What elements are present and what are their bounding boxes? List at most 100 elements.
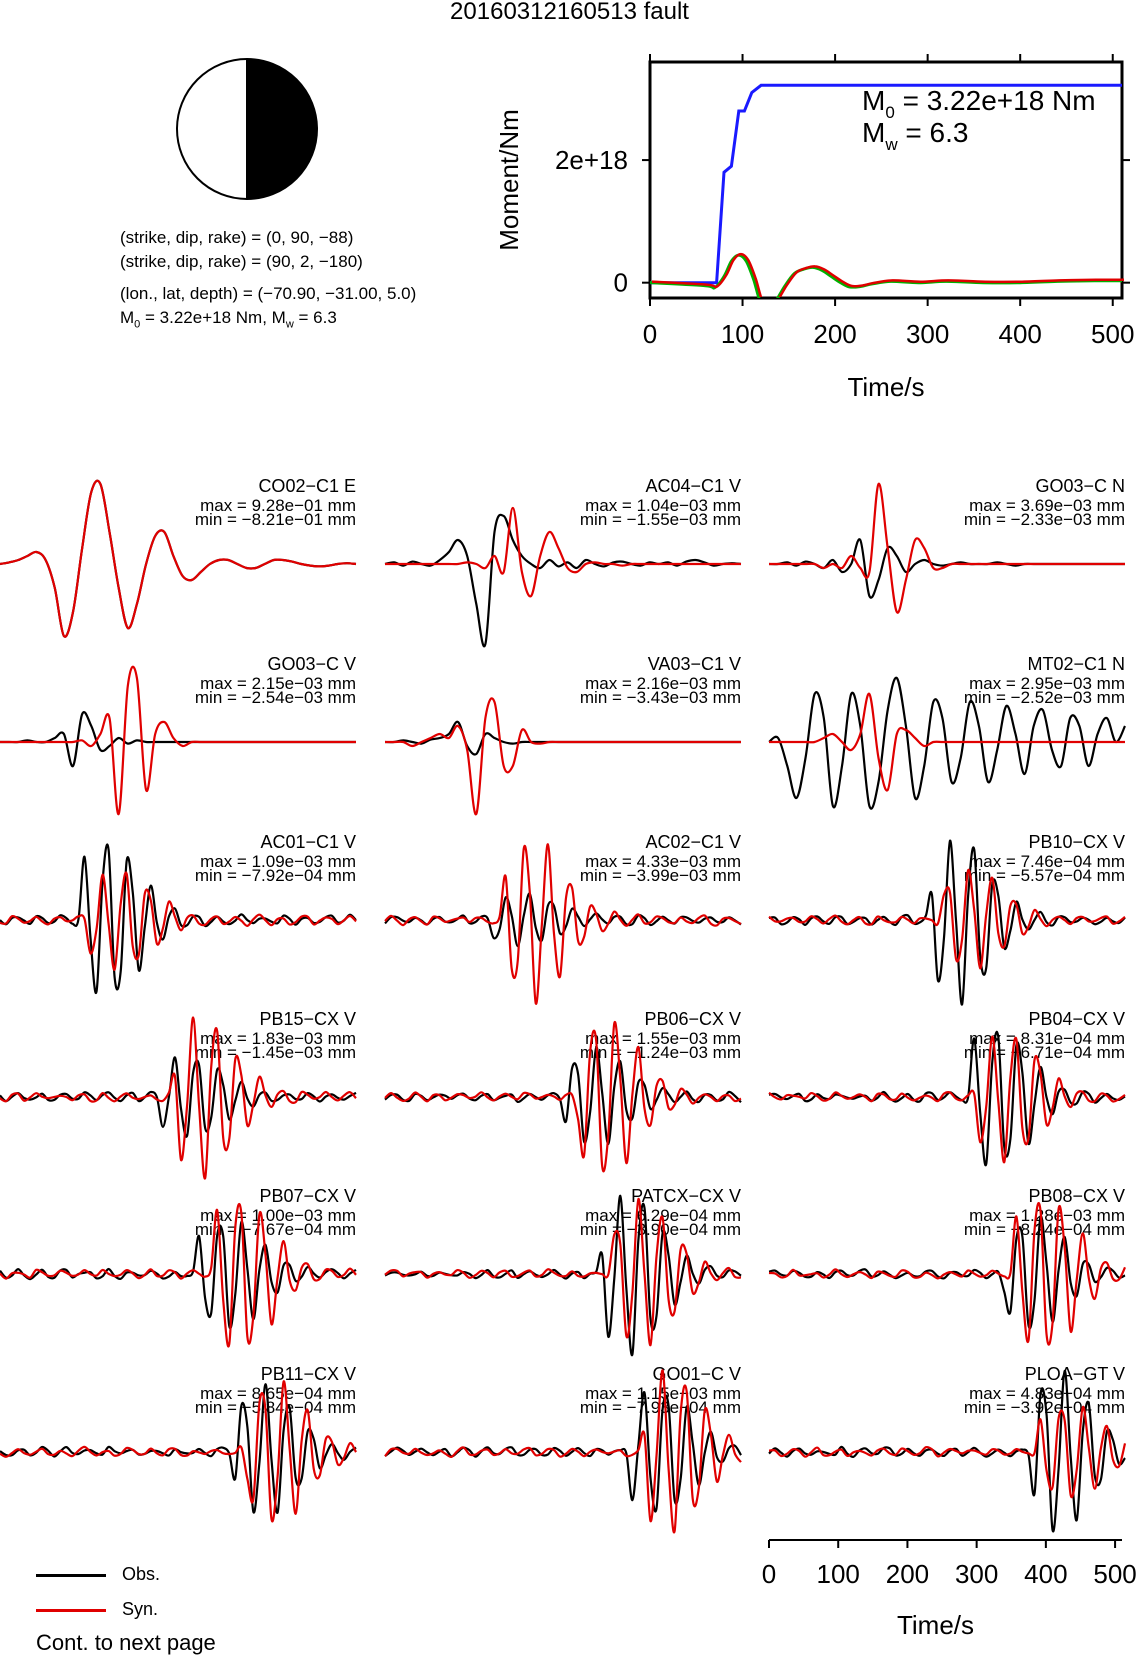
time-axis-tick-label: 300 [955, 1559, 998, 1589]
station-max: max = 8.65e−04 mm [200, 1384, 356, 1403]
station-name: AC02−C1 V [645, 832, 741, 852]
m0-value: = 3.22e+18 Nm, M [140, 308, 286, 327]
time-axis-label: Time/s [897, 1610, 974, 1640]
syn-trace [768, 482, 1125, 614]
syn-trace [384, 1197, 742, 1347]
obs-trace [0, 711, 356, 768]
station-min: min = −5.57e−04 mm [964, 866, 1125, 885]
station-min: min = −7.92e−04 mm [195, 866, 356, 885]
m0-subscript: 0 [134, 318, 141, 331]
moment-plot-frame [648, 60, 1124, 300]
station-max: max = 4.33e−03 mm [585, 852, 741, 871]
x-tick-label: 300 [906, 319, 949, 349]
obs-trace [768, 676, 1126, 810]
station-min: min = −3.99e−03 mm [580, 866, 741, 885]
x-tick-label: 200 [813, 319, 856, 349]
syn-trace [384, 697, 741, 816]
station-max: max = 2.15e−03 mm [200, 674, 356, 693]
station-name: GO01−C V [652, 1364, 741, 1384]
station-max: max = 3.69e−03 mm [969, 496, 1125, 515]
station-name: VA03−C1 V [648, 654, 741, 674]
syn-trace [768, 692, 1125, 792]
station-name: PLOA−GT V [1025, 1364, 1125, 1384]
continue-note: Cont. to next page [36, 1630, 216, 1655]
syn-trace [0, 665, 356, 816]
mechanism-line-4: M0 = 3.22e+18 Nm, Mw = 6.3 [120, 308, 337, 330]
y-tick-label: 2e+18 [555, 145, 628, 175]
x-tick-label: 100 [721, 319, 764, 349]
moment-rate-chart: 0 100 200 300 400 500 0 2e+18 Time/s Moment/Nm M0 … [494, 54, 1134, 402]
station-max: max = 2.95e−03 mm [969, 674, 1125, 693]
x-axis-label: Time/s [847, 372, 924, 402]
station-max: max = 1.15e−03 mm [585, 1384, 741, 1403]
station-max: max = 1.83e−03 mm [200, 1029, 356, 1048]
station-max: max = 8.31e−04 mm [969, 1029, 1125, 1048]
station-min: min = −1.55e−03 mm [580, 510, 741, 529]
legend-syn: Syn. [36, 1599, 158, 1620]
time-axis-tick-label: 500 [1093, 1559, 1136, 1589]
obs-trace [384, 1391, 742, 1513]
syn-trace [0, 1016, 357, 1180]
beachball-icon [176, 58, 318, 200]
mechanism-line-1: (strike, dip, rake) = (0, 90, −88) [120, 228, 354, 247]
station-name: GO03−C N [1035, 476, 1125, 496]
station-name: PB06−CX V [644, 1009, 741, 1029]
syn-trace [384, 506, 741, 598]
station-min: min = −3.90e−04 mm [580, 1220, 741, 1239]
syn-trace [384, 843, 742, 1005]
legend-obs-label: Obs. [122, 1564, 161, 1584]
station-name: CO02−C1 E [258, 476, 356, 496]
station-min: min = −2.33e−03 mm [964, 510, 1125, 529]
syn-trace [384, 1020, 742, 1173]
obs-trace [384, 1046, 742, 1146]
station-min: min = −2.52e−03 mm [964, 688, 1125, 707]
station-min: min = −7.93e−04 mm [580, 1398, 741, 1417]
syn-trace [0, 1380, 357, 1523]
obs-trace [384, 513, 742, 648]
cumulative-moment-line [650, 83, 1122, 285]
time-axis-tick-label: 0 [762, 1559, 776, 1589]
station-min: min = −1.24e−03 mm [580, 1043, 741, 1062]
moment-annotation-m0: M0 = 3.22e+18 Nm [862, 85, 1096, 122]
station-name: PB11−CX V [261, 1364, 356, 1384]
station-min: min = −8.24e−04 mm [964, 1220, 1125, 1239]
y-axis-label: Moment/Nm [494, 109, 524, 251]
station-max: max = 2.16e−03 mm [585, 674, 741, 693]
station-max: max = 1.28e−03 mm [969, 1206, 1125, 1225]
station-max: max = 1.00e−03 mm [200, 1206, 356, 1225]
page-title: 20160312160513 fault [450, 0, 689, 25]
station-max: max = 9.28e−01 mm [200, 496, 356, 515]
legend-obs: Obs. [36, 1564, 160, 1585]
mechanism-line-3: (lon., lat, depth) = (−70.90, −31.00, 5.… [120, 284, 417, 303]
station-min: min = −2.54e−03 mm [195, 688, 356, 707]
syn-trace [768, 1405, 1127, 1499]
station-name: MT02−C1 N [1027, 654, 1125, 674]
station-name: AC04−C1 V [645, 476, 741, 496]
moment-annotation-mw: Mw = 6.3 [862, 117, 968, 154]
station-max: max = 7.46e−04 mm [969, 852, 1125, 871]
x-tick-label: 500 [1091, 319, 1134, 349]
station-max: max = 1.55e−03 mm [585, 1029, 741, 1048]
x-tick-label: 400 [999, 319, 1042, 349]
syn-trace [768, 868, 1126, 970]
station-min: min = −5.84e−04 mm [195, 1398, 356, 1417]
station-name: AC01−C1 V [260, 832, 356, 852]
legend-obs-line [36, 1573, 106, 1577]
station-max: max = 1.04e−03 mm [585, 496, 741, 515]
x-tick-label: 0 [643, 319, 657, 349]
syn-trace [0, 1202, 357, 1348]
station-name: PATCX−CX V [631, 1186, 741, 1206]
